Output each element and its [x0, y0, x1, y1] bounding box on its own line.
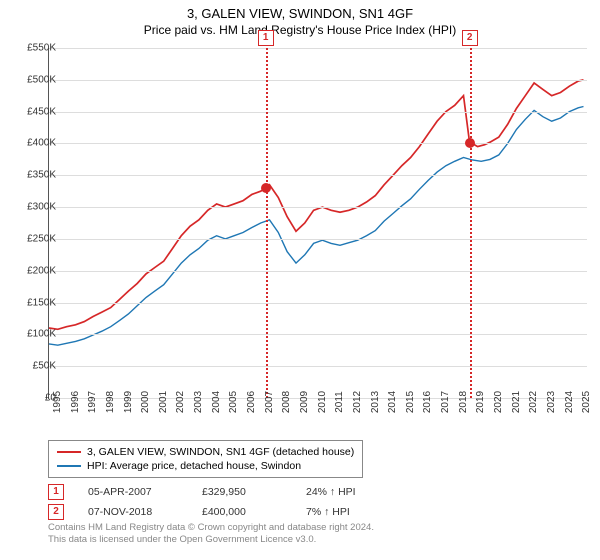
- legend-swatch: [57, 465, 81, 467]
- legend-label: 3, GALEN VIEW, SWINDON, SN1 4GF (detache…: [87, 446, 354, 458]
- series-line-price_paid: [49, 80, 584, 329]
- gridline-h: [49, 207, 587, 208]
- gridline-h: [49, 366, 587, 367]
- gridline-h: [49, 80, 587, 81]
- footer-text: Contains HM Land Registry data © Crown c…: [48, 522, 374, 547]
- line-series-svg: [49, 48, 587, 398]
- y-tick-label: £400K: [14, 138, 56, 149]
- event-line: [470, 48, 472, 398]
- y-tick-label: £550K: [14, 43, 56, 54]
- sale-date: 07-NOV-2018: [88, 506, 178, 518]
- x-tick-label: 2012: [352, 391, 363, 413]
- x-tick-label: 2001: [158, 391, 169, 413]
- chart-container: 3, GALEN VIEW, SWINDON, SN1 4GF Price pa…: [0, 0, 600, 560]
- y-tick-label: £150K: [14, 297, 56, 308]
- x-tick-label: 2015: [405, 391, 416, 413]
- event-marker-dot: [465, 138, 475, 148]
- sale-row: 1 05-APR-2007 £329,950 24% ↑ HPI: [48, 482, 356, 502]
- x-tick-label: 2007: [264, 391, 275, 413]
- legend-box: 3, GALEN VIEW, SWINDON, SN1 4GF (detache…: [48, 440, 363, 478]
- gridline-h: [49, 112, 587, 113]
- x-tick-label: 2018: [458, 391, 469, 413]
- x-tick-label: 2002: [175, 391, 186, 413]
- sales-table: 1 05-APR-2007 £329,950 24% ↑ HPI 2 07-NO…: [48, 482, 356, 522]
- y-tick-label: £300K: [14, 202, 56, 213]
- gridline-h: [49, 334, 587, 335]
- sale-row: 2 07-NOV-2018 £400,000 7% ↑ HPI: [48, 502, 356, 522]
- sale-delta: 24% ↑ HPI: [306, 486, 356, 498]
- sale-marker-box: 1: [48, 484, 64, 500]
- x-tick-label: 1996: [70, 391, 81, 413]
- x-tick-label: 2004: [211, 391, 222, 413]
- sale-date: 05-APR-2007: [88, 486, 178, 498]
- y-tick-label: £250K: [14, 233, 56, 244]
- legend-swatch: [57, 451, 81, 453]
- x-tick-label: 2017: [440, 391, 451, 413]
- x-tick-label: 2005: [228, 391, 239, 413]
- gridline-h: [49, 143, 587, 144]
- sale-price: £329,950: [202, 486, 282, 498]
- x-tick-label: 2011: [334, 391, 345, 413]
- gridline-h: [49, 303, 587, 304]
- x-tick-label: 1995: [52, 391, 63, 413]
- x-tick-label: 1999: [123, 391, 134, 413]
- y-tick-label: £500K: [14, 74, 56, 85]
- x-tick-label: 1997: [87, 391, 98, 413]
- footer-line: Contains HM Land Registry data © Crown c…: [48, 522, 374, 534]
- sale-price: £400,000: [202, 506, 282, 518]
- x-tick-label: 2014: [387, 391, 398, 413]
- legend-label: HPI: Average price, detached house, Swin…: [87, 460, 301, 472]
- plot-area: 12: [48, 48, 587, 399]
- footer-line: This data is licensed under the Open Gov…: [48, 534, 374, 546]
- series-line-hpi: [49, 107, 584, 346]
- event-line: [266, 48, 268, 398]
- y-tick-label: £100K: [14, 329, 56, 340]
- x-tick-label: 2010: [317, 391, 328, 413]
- event-label-box: 2: [462, 30, 478, 46]
- x-tick-label: 1998: [105, 391, 116, 413]
- x-tick-label: 2020: [493, 391, 504, 413]
- x-tick-label: 2019: [475, 391, 486, 413]
- x-tick-label: 2013: [370, 391, 381, 413]
- gridline-h: [49, 175, 587, 176]
- event-label-box: 1: [258, 30, 274, 46]
- x-tick-label: 2021: [511, 391, 522, 413]
- gridline-h: [49, 239, 587, 240]
- x-tick-label: 2008: [281, 391, 292, 413]
- y-tick-label: £50K: [14, 361, 56, 372]
- x-tick-label: 2023: [546, 391, 557, 413]
- y-tick-label: £0: [14, 393, 56, 404]
- x-tick-label: 2024: [564, 391, 575, 413]
- legend-item: 3, GALEN VIEW, SWINDON, SN1 4GF (detache…: [57, 445, 354, 459]
- y-tick-label: £200K: [14, 265, 56, 276]
- sale-delta: 7% ↑ HPI: [306, 506, 350, 518]
- x-tick-label: 2000: [140, 391, 151, 413]
- x-tick-label: 2009: [299, 391, 310, 413]
- x-tick-label: 2003: [193, 391, 204, 413]
- x-tick-label: 2025: [581, 391, 592, 413]
- event-marker-dot: [261, 183, 271, 193]
- sale-marker-box: 2: [48, 504, 64, 520]
- x-tick-label: 2006: [246, 391, 257, 413]
- gridline-h: [49, 271, 587, 272]
- legend-item: HPI: Average price, detached house, Swin…: [57, 459, 354, 473]
- x-tick-label: 2016: [422, 391, 433, 413]
- chart-title: 3, GALEN VIEW, SWINDON, SN1 4GF: [0, 0, 600, 21]
- y-tick-label: £450K: [14, 106, 56, 117]
- chart-subtitle: Price paid vs. HM Land Registry's House …: [0, 21, 600, 41]
- x-tick-label: 2022: [528, 391, 539, 413]
- gridline-h: [49, 48, 587, 49]
- y-tick-label: £350K: [14, 170, 56, 181]
